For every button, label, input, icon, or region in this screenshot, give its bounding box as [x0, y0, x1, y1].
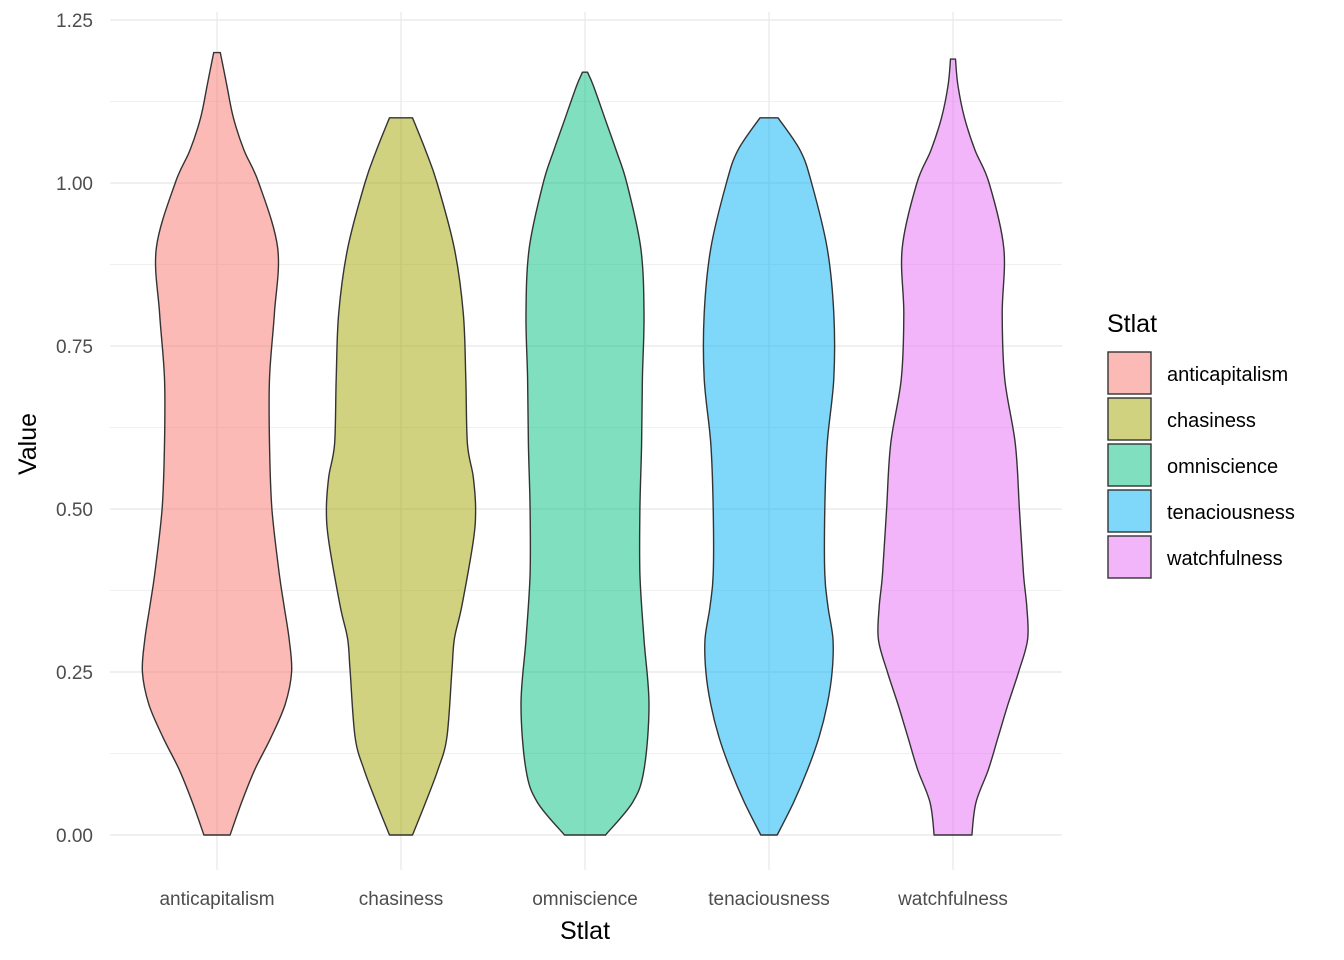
violin-layer — [141, 51, 1029, 836]
legend-label: watchfulness — [1166, 548, 1283, 570]
legend: Stlat anticapitalism chasiness omniscience… — [1107, 310, 1295, 579]
legend-key-anticapitalism — [1107, 351, 1152, 395]
legend-label: chasiness — [1167, 410, 1256, 432]
violin-anticapitalism — [141, 51, 293, 836]
x-tick-label: chasiness — [359, 889, 444, 910]
legend-label: tenaciousness — [1167, 502, 1295, 524]
y-tick-label: 1.00 — [56, 174, 93, 195]
y-tick-label: 1.25 — [56, 11, 93, 32]
y-tick-label: 0.25 — [56, 663, 93, 684]
y-tick-label: 0.50 — [56, 500, 93, 521]
y-axis-tick-labels: 0.00 0.25 0.50 0.75 1.00 1.25 — [56, 11, 93, 847]
y-tick-label: 0.75 — [56, 337, 93, 358]
violin-omniscience — [520, 71, 650, 836]
violin-chasiness — [325, 117, 477, 836]
legend-key-watchfulness — [1107, 535, 1152, 579]
legend-title: Stlat — [1107, 310, 1157, 338]
legend-key-omniscience — [1107, 443, 1152, 487]
legend-label: omniscience — [1167, 456, 1278, 478]
x-axis-tick-labels: anticapitalism chasiness omniscience tenaci… — [159, 889, 1007, 910]
legend-label: anticapitalism — [1167, 364, 1288, 386]
y-axis-title: Value — [14, 413, 42, 475]
violin-tenaciousness — [702, 117, 836, 836]
x-tick-label: tenaciousness — [708, 889, 829, 910]
y-tick-label: 0.00 — [56, 826, 93, 847]
legend-key-tenaciousness — [1107, 489, 1152, 533]
x-tick-label: anticapitalism — [159, 889, 274, 910]
x-axis-title: Stlat — [560, 917, 610, 945]
violin-watchfulness — [877, 58, 1029, 836]
x-tick-label: watchfulness — [897, 889, 1008, 910]
legend-key-chasiness — [1107, 397, 1152, 441]
x-tick-label: omniscience — [532, 889, 638, 910]
